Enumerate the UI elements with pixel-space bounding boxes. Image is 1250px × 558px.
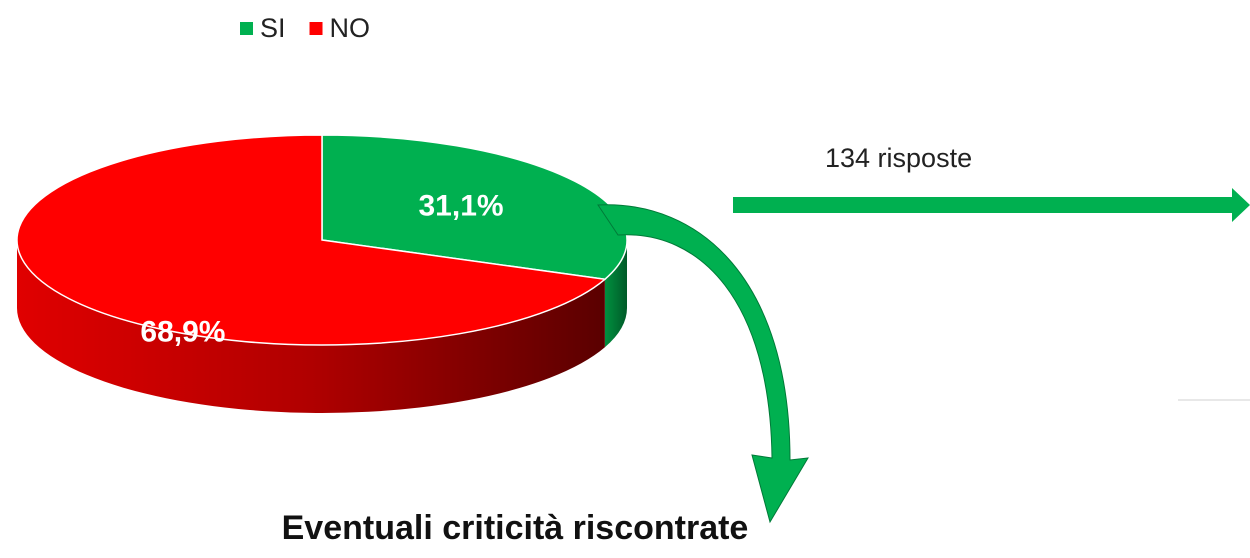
caption: Eventuali criticità riscontrate	[282, 509, 749, 547]
legend: SI NO	[240, 13, 370, 43]
legend-swatch	[309, 22, 323, 35]
pie: 31,1% 68,9%	[16, 134, 628, 414]
legend-swatch	[240, 22, 253, 35]
legend-label: SI	[260, 13, 286, 43]
pie-side	[604, 240, 627, 348]
annotation: 134 risposte	[825, 143, 972, 173]
curved-arrow	[597, 204, 809, 524]
pie-slice	[16, 134, 607, 346]
pie-side	[17, 240, 605, 414]
pie-slice	[321, 134, 628, 281]
data-label: 31,1%	[418, 190, 503, 223]
legend-label: NO	[330, 13, 371, 43]
data-label: 68,9%	[140, 315, 225, 348]
arrow	[733, 188, 1250, 222]
